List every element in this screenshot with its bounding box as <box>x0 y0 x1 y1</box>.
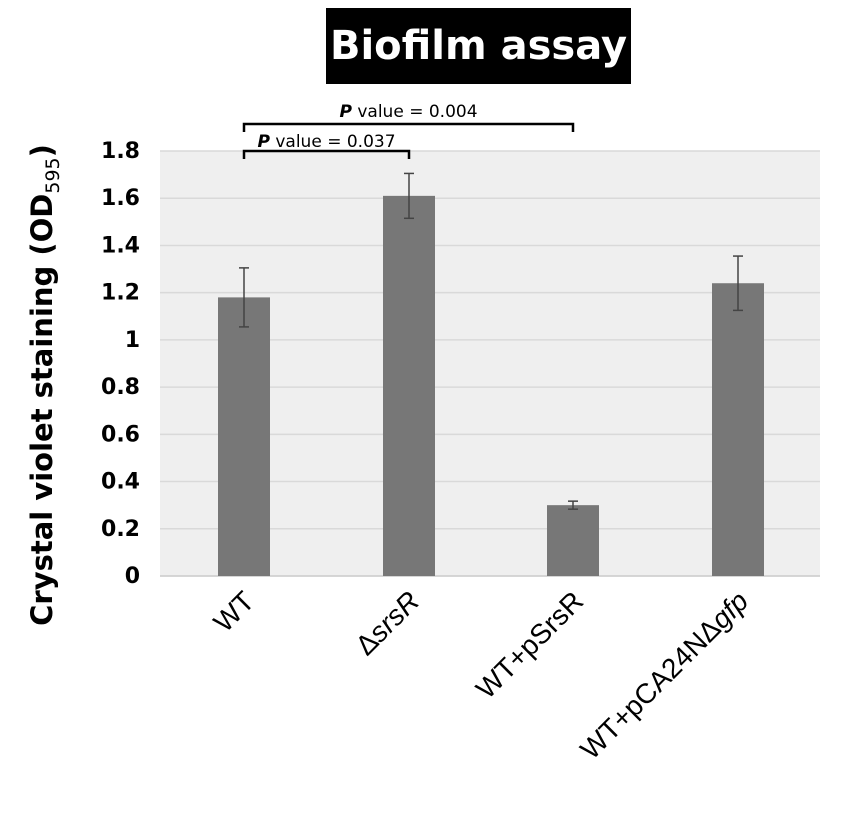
y-tick-label: 1 <box>125 328 140 353</box>
p-symbol: P <box>339 102 352 122</box>
y-tick-label: 1.6 <box>101 186 140 211</box>
y-axis-label-suffix: ) <box>25 144 59 157</box>
bar-0 <box>218 297 270 576</box>
x-tick-label-3: WT+pCA24NΔgfp <box>574 585 754 765</box>
x-tick-label-part: WT+pSrsR <box>470 585 589 704</box>
bar-1 <box>383 195 435 576</box>
x-tick-label-0: WT <box>208 585 261 638</box>
p-value-label-1: P value = 0.004 <box>339 102 477 122</box>
y-axis-label-subscript: 595 <box>42 157 64 193</box>
p-value-text: value = 0.004 <box>352 102 478 122</box>
y-tick-label: 0 <box>125 564 140 589</box>
y-tick-label: 1.8 <box>101 139 140 164</box>
bar-2 <box>547 505 599 576</box>
p-symbol: P <box>257 132 270 152</box>
y-tick-label: 0.6 <box>101 422 140 447</box>
p-value-label-0: P value = 0.037 <box>257 132 395 152</box>
x-tick-label-part: WT+pCA24NΔ <box>574 613 726 765</box>
chart-title: Biofilm assay <box>329 23 628 69</box>
y-axis-label: Crystal violet staining (OD595) <box>25 144 64 626</box>
y-tick-label: 0.4 <box>101 470 140 495</box>
significance-bracket-1 <box>242 122 575 132</box>
x-tick-label-1: ΔsrsR <box>349 585 425 661</box>
y-axis-label-main: Crystal violet staining (OD <box>25 194 59 626</box>
x-tick-label-2: WT+pSrsR <box>470 585 589 704</box>
y-tick-label: 0.2 <box>101 517 140 542</box>
y-tick-label: 1.4 <box>101 233 140 258</box>
bar-3 <box>712 283 764 576</box>
p-value-text: value = 0.037 <box>270 132 396 152</box>
x-tick-label-part: WT <box>208 585 261 638</box>
significance-bracket-0 <box>242 149 411 159</box>
y-tick-label: 0.8 <box>101 375 140 400</box>
chart-title-box: Biofilm assay <box>326 8 631 84</box>
y-tick-label: 1.2 <box>101 281 140 306</box>
